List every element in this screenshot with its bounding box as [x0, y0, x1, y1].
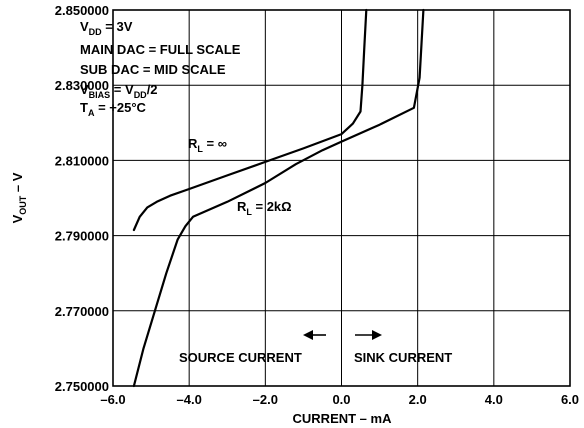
y-tick-label: 2.790000: [55, 229, 109, 244]
source-current-label: SOURCE CURRENT: [179, 350, 302, 365]
y-tick-label: 2.750000: [55, 379, 109, 394]
x-tick-label: –6.0: [100, 392, 125, 407]
condition-vdd: VDD = 3V: [80, 19, 133, 37]
x-tick-label: 0.0: [332, 392, 350, 407]
series-line-rl-2k: [132, 8, 425, 388]
conditions-block: VDD = 3V MAIN DAC = FULL SCALE SUB DAC =…: [80, 19, 241, 118]
source-arrow: [303, 330, 326, 340]
y-tick-label: 2.850000: [55, 3, 109, 18]
series-line-rl-infinity: [132, 8, 368, 232]
condition-vbias: VBIAS = VDD/2: [80, 82, 158, 100]
y-axis-title: VOUT – V: [10, 172, 28, 223]
sink-current-label: SINK CURRENT: [354, 350, 452, 365]
x-axis-title: CURRENT – mA: [293, 411, 393, 426]
x-tick-label: 4.0: [485, 392, 503, 407]
x-tick-label: –4.0: [177, 392, 202, 407]
x-tick-labels: –6.0 –4.0 –2.0 0.0 2.0 4.0 6.0: [100, 392, 579, 407]
label-rl-2k: RL = 2kΩ: [237, 199, 292, 217]
label-rl-infinity: RL = ∞: [188, 136, 227, 154]
plot-frame: [112, 9, 571, 387]
condition-main-dac: MAIN DAC = FULL SCALE: [80, 42, 241, 57]
y-tick-label: 2.810000: [55, 153, 109, 168]
y-tick-label: 2.830000: [55, 78, 109, 93]
x-tick-label: 6.0: [561, 392, 579, 407]
y-tick-labels: 2.750000 2.770000 2.790000 2.810000 2.830000…: [55, 3, 109, 394]
y-tick-label: 2.770000: [55, 304, 109, 319]
sink-arrow: [355, 330, 382, 340]
series-layer: [132, 8, 425, 388]
x-tick-label: –2.0: [253, 392, 278, 407]
grid: [113, 10, 570, 386]
x-tick-label: 2.0: [409, 392, 427, 407]
condition-ta: TA = +25°C: [80, 100, 147, 118]
condition-sub-dac: SUB DAC = MID SCALE: [80, 62, 226, 77]
